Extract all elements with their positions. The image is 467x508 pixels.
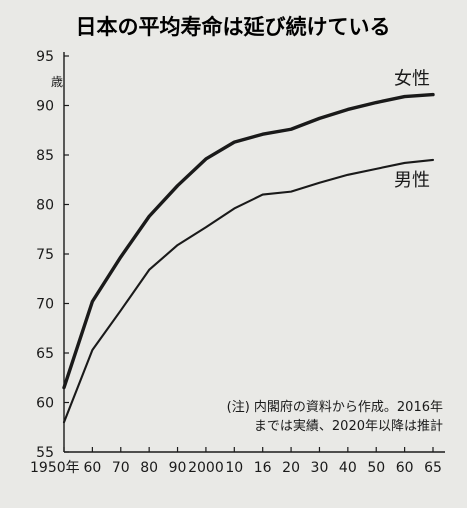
series-line-female xyxy=(62,92,435,390)
y-tick-label: 90 xyxy=(36,99,54,115)
x-tick-label: 16 xyxy=(254,460,272,476)
x-tick-label: 65 xyxy=(424,460,442,476)
x-tick-label: 60 xyxy=(83,460,101,476)
series-label-female: 女性 xyxy=(394,69,430,90)
x-tick-label: 10 xyxy=(225,460,243,476)
series-line-male xyxy=(62,158,435,424)
note-line-1: (注) 内閣府の資料から作成。2016年 xyxy=(227,399,443,415)
x-tick-label: 40 xyxy=(339,460,357,476)
y-tick-label: 55 xyxy=(36,445,54,461)
x-tick-label: 90 xyxy=(169,460,187,476)
chart-title: 日本の平均寿命は延び続けている xyxy=(76,15,391,39)
x-tick-label: 60 xyxy=(396,460,414,476)
y-tick-label: 80 xyxy=(36,198,54,214)
x-tick-label: 2000 xyxy=(188,460,224,476)
x-tick-label: 50 xyxy=(367,460,385,476)
y-tick-label: 60 xyxy=(36,396,54,412)
note-line-2: までは実績、2020年以降は推計 xyxy=(254,418,443,434)
y-tick-label: 85 xyxy=(36,148,54,164)
y-tick-label: 95 xyxy=(36,49,54,65)
x-tick-label: 1950年 xyxy=(30,460,80,476)
x-tick-label: 30 xyxy=(311,460,329,476)
y-tick-label: 75 xyxy=(36,247,54,263)
x-tick-label: 70 xyxy=(112,460,130,476)
y-axis-unit: 歳 xyxy=(51,75,63,89)
series-label-male: 男性 xyxy=(394,170,430,191)
y-tick-label: 65 xyxy=(36,346,54,362)
x-tick-label: 80 xyxy=(140,460,158,476)
x-tick-label: 20 xyxy=(282,460,300,476)
y-tick-label: 70 xyxy=(36,297,54,313)
